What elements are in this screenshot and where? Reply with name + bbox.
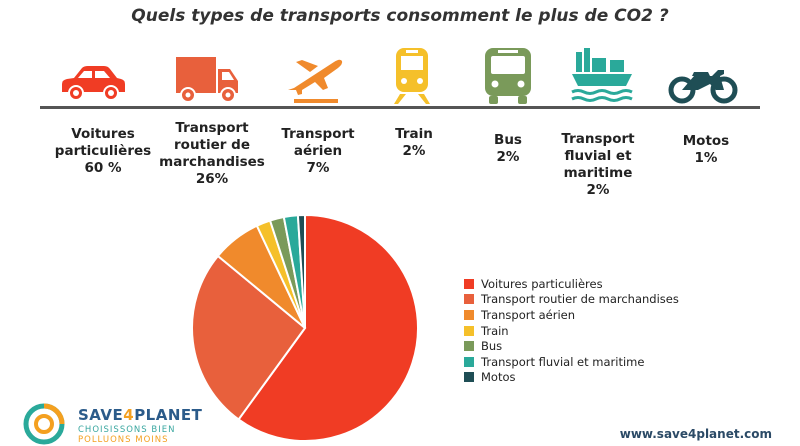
pie-slice-2 [191,254,307,421]
legend-label: Motos [481,370,516,385]
airplane-icon [288,59,343,103]
legend-item: Transport fluvial et maritime [464,354,679,370]
page-title: Quels types de transports consomment le … [131,6,669,26]
label-bus: Bus 2% [494,132,522,165]
legend-swatch [464,278,474,289]
motorcycle-icon [668,70,738,104]
legend-label: Transport routier de marchandises [481,292,679,307]
legend-item: Bus [464,338,679,354]
legend-label: Bus [481,339,503,354]
train-icon [394,48,430,104]
legend-item: Transport aérien [464,307,679,323]
legend-swatch [464,325,474,336]
brand-tagline-2: POLLUONS MOINS [78,435,169,445]
brand-tagline-1: CHOISISSONS BIEN [78,425,176,435]
pie-slice-7 [296,213,306,329]
label-transport-aerien: Transport aérien 7% [281,126,355,176]
bus-icon [485,48,531,104]
legend-label: Transport fluvial et maritime [481,354,645,369]
website-link[interactable]: www.save4planet.com [619,427,772,441]
brand-block: SAVE4PLANET CHOISISSONS BIEN POLLUONS MO… [78,406,202,445]
legend-label: Train [481,323,509,338]
legend-swatch [464,356,474,367]
legend-item: Motos [464,370,679,386]
legend-swatch [464,294,474,305]
ship-icon [571,48,633,102]
label-motos: Motos 1% [682,133,730,166]
legend-swatch [464,341,474,352]
legend-item: Transport routier de marchandises [464,292,679,308]
pie-slice-1 [237,213,419,442]
save4planet-logo-icon [23,403,65,445]
label-train: Train 2% [395,126,433,159]
car-icon [62,66,125,101]
legend-item: Voitures particulières [464,276,679,292]
truck-icon [176,57,238,103]
brand-name: SAVE4PLANET [78,406,203,424]
label-transport-routier: Transport routier de marchandises 26% [159,120,265,187]
legend-swatch [464,309,474,320]
legend-label: Voitures particulières [481,276,603,291]
legend-item: Train [464,323,679,339]
legend-swatch [464,372,474,383]
label-transport-fluvial: Transport fluvial et maritime 2% [561,131,635,198]
chart-legend: Voitures particulières Transport routier … [464,276,679,385]
label-voitures: Voitures particulières 60 % [54,126,152,176]
icon-baseline [40,106,760,109]
legend-label: Transport aérien [481,307,576,322]
